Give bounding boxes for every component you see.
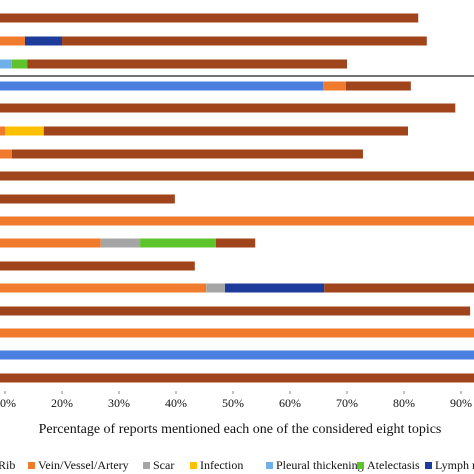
bar-segment	[11, 59, 28, 69]
legend-swatch	[266, 462, 273, 469]
x-tick-label: 30%	[108, 396, 130, 410]
x-tick-label: 80%	[393, 396, 415, 410]
x-tick-label: 90%	[450, 396, 472, 410]
bar-segment	[324, 283, 474, 293]
bar-segment	[0, 126, 5, 136]
legend-swatch	[28, 462, 35, 469]
bar-segment	[0, 59, 12, 69]
legend-swatch	[425, 462, 432, 469]
bar-segment	[27, 59, 347, 69]
legend-label: Vein/Vessel/Artery	[38, 458, 129, 472]
legend-label: Rib	[0, 458, 15, 472]
legend-swatch	[143, 462, 150, 469]
bar-segment	[0, 238, 101, 248]
bar-segment	[0, 216, 474, 226]
bar-segment	[0, 149, 12, 159]
bar-segment	[140, 238, 216, 248]
bar-segment	[43, 126, 408, 136]
bar-segment	[0, 36, 25, 46]
legend-label: Infection	[200, 458, 243, 472]
bar-segment	[24, 36, 62, 46]
bar-segment	[62, 36, 427, 46]
legend-swatch	[357, 462, 364, 469]
bar-segment	[0, 373, 474, 383]
bar-segment	[345, 81, 411, 91]
bar-segment	[0, 194, 175, 204]
legend-label: Scar	[153, 458, 174, 472]
x-tick-label: 60%	[279, 396, 301, 410]
bar-segment	[0, 81, 324, 91]
x-tick-label: 70%	[336, 396, 358, 410]
bar-segment	[0, 261, 195, 271]
x-axis-title: Percentage of reports mentioned each one…	[39, 422, 442, 437]
bar-segment	[225, 283, 325, 293]
bar-segment	[11, 149, 363, 159]
x-tick-label: 50%	[222, 396, 244, 410]
bar-segment	[0, 171, 474, 181]
bar-segment	[0, 283, 207, 293]
x-tick-label: 20%	[51, 396, 73, 410]
bar-segment	[0, 350, 474, 360]
bar-segment	[0, 103, 456, 113]
bar-segment	[323, 81, 346, 91]
legend-swatch	[190, 462, 197, 469]
legend-label: Pleural thickening	[276, 458, 364, 472]
bar-segment	[0, 306, 471, 316]
bar-segment	[0, 328, 474, 338]
x-tick-label: 40%	[165, 396, 187, 410]
bar-segment	[5, 126, 44, 136]
bar-segment	[206, 283, 226, 293]
x-tick-label: 10%	[0, 396, 16, 410]
bar-segment	[100, 238, 141, 248]
legend-label: Atelectasis	[367, 458, 420, 472]
legend-label: Lymph n	[435, 458, 474, 472]
bar-segment	[215, 238, 256, 248]
bar-segment	[0, 13, 419, 23]
